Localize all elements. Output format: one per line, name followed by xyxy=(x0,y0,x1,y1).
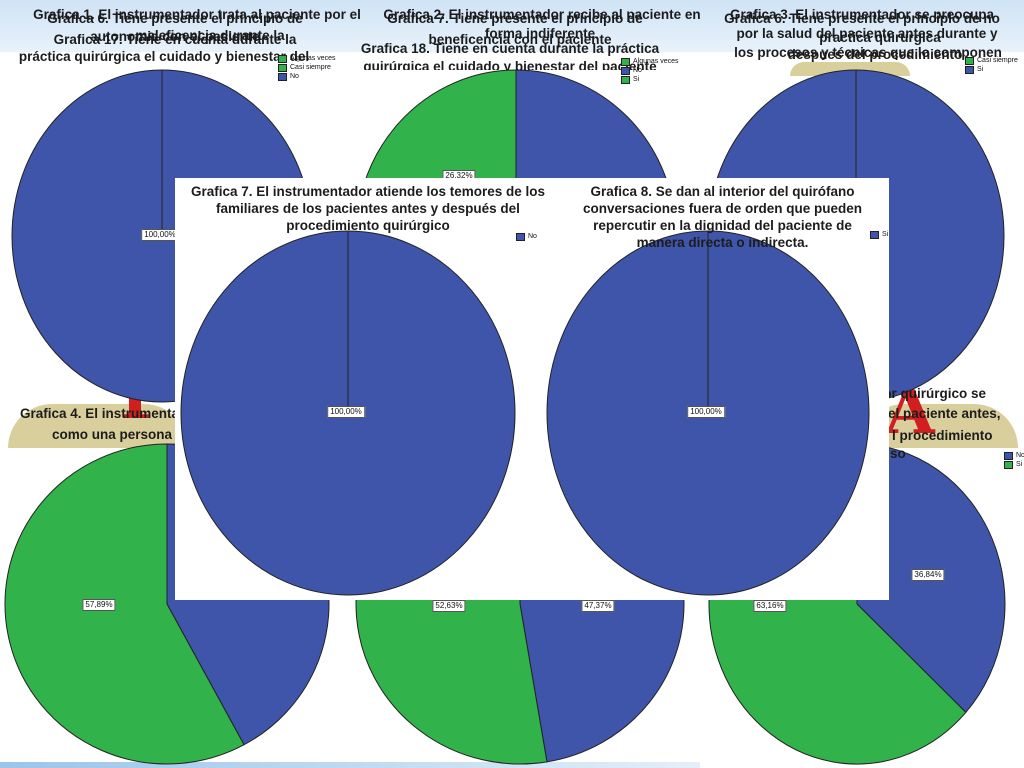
legend-item: Si xyxy=(621,75,679,84)
legend-item: Casi siempre xyxy=(278,63,336,72)
data-label-chart6-green: 63,16% xyxy=(753,600,787,612)
bg-title-frag6: practica quirurgica xyxy=(819,30,941,45)
bg-title-frag4: maleficencia durante la xyxy=(135,28,285,43)
legend-swatch xyxy=(621,66,630,75)
legend-swatch xyxy=(965,56,974,65)
data-label-chart7: 100,00% xyxy=(327,406,365,418)
legend-label: Si xyxy=(633,76,640,83)
legend-label: Si xyxy=(882,231,889,238)
bg-title-frag5: beneficencia con el paciente xyxy=(428,32,612,47)
bg-title-frag18: l procedimiento xyxy=(892,428,993,443)
chart-title-grafica7: Grafica 7. El instrumentador atiende los… xyxy=(190,184,546,233)
bg-title-frag15: como una persona xyxy=(52,427,173,442)
legend-label: Si xyxy=(1016,461,1023,468)
legend-chart-2: Algunas veces No Si xyxy=(621,57,679,84)
bg-title-frag13: quirúrgica el cuidado y bienestar del pa… xyxy=(363,59,657,70)
legend-item: Casi siempre xyxy=(965,56,1018,65)
header-band xyxy=(0,0,1024,52)
bg-title-frag12: Grafica 18. Tiene en cuenta durante la p… xyxy=(360,41,660,56)
legend-chart-7: No xyxy=(516,232,537,241)
bg-title-grafica7: Grafica 7. Tiene presente el principio d… xyxy=(387,11,643,26)
bg-title-frag8: los procesos y técnicas que lo componen xyxy=(734,45,1002,60)
legend-item: No xyxy=(516,232,537,241)
legend-chart-3: Casi siempre Si xyxy=(965,56,1018,74)
bg-title-frag1: autonomia con el paciente xyxy=(90,29,260,44)
legend-swatch xyxy=(870,230,879,239)
pie-slice-si xyxy=(4,443,245,765)
legend-swatch xyxy=(1004,460,1013,469)
footer-band xyxy=(0,762,700,768)
legend-swatch xyxy=(516,232,525,241)
legend-label: Casi siempre xyxy=(290,64,331,71)
legend-swatch xyxy=(278,72,287,81)
bg-title-frag19: so xyxy=(890,446,906,461)
legend-item: Algunas veces xyxy=(621,57,679,66)
bg-title-grafica1: Grafica 1. El instrumentador trata al pa… xyxy=(33,7,361,22)
legend-swatch xyxy=(965,65,974,74)
legend-chart-8: Si xyxy=(870,230,888,239)
legend-label: Casi siempre xyxy=(977,57,1018,64)
bg-title-frag3: por la salud del paciente antes durante … xyxy=(736,26,998,41)
data-label-chart8: 100,00% xyxy=(687,406,725,418)
legend-chart-6: No Si xyxy=(1004,451,1024,469)
legend-label: No xyxy=(528,233,537,240)
bg-title-grafica2: Grafica 2. El instrumentador recibe al p… xyxy=(383,7,701,22)
data-label-chart4: 57,89% xyxy=(82,599,116,611)
decor-band-left xyxy=(8,404,188,448)
legend-label: Algunas veces xyxy=(633,58,679,65)
legend-item: No xyxy=(278,72,336,81)
legend-item: Si xyxy=(870,230,888,239)
bg-title-grafica6-b: Grafica 6. Tiene presente el principio d… xyxy=(724,11,1000,26)
bg-title-grafica3: Grafica 3. El instrumentador se preocupa xyxy=(729,7,995,22)
legend-item: No xyxy=(1004,451,1024,460)
legend-swatch xyxy=(621,75,630,84)
bg-title-frag17: el paciente antes, xyxy=(888,406,1001,421)
legend-swatch xyxy=(278,54,287,63)
legend-swatch xyxy=(621,57,630,66)
legend-label: No xyxy=(633,67,642,74)
legend-label: No xyxy=(1016,452,1024,459)
bg-title-frag7: despues del procedimiento xyxy=(787,47,963,62)
legend-label: No xyxy=(290,73,299,80)
bg-title-frag10: Grafica 17. Tiene en cuenta durante la xyxy=(53,32,297,47)
bg-title-grafica6-a: Grafica 6. Tiene presente el principio d… xyxy=(47,11,303,26)
legend-item: Algunas veces xyxy=(278,54,336,63)
data-label-chart5-green: 52,63% xyxy=(432,600,466,612)
legend-swatch xyxy=(278,63,287,72)
legend-item: Si xyxy=(965,65,1018,74)
legend-label: Algunas veces xyxy=(290,55,336,62)
legend-swatch xyxy=(1004,451,1013,460)
legend-item: No xyxy=(621,66,679,75)
bg-title-frag16: dor quirúrgico se xyxy=(875,386,987,401)
data-label-chart6-blue: 36,84% xyxy=(911,569,945,581)
legend-label: Si xyxy=(977,66,984,73)
legend-item: Si xyxy=(1004,460,1024,469)
chart-title-grafica8: Grafica 8. Se dan al interior del quiróf… xyxy=(582,184,863,250)
bg-title-frag11: práctica quirúrgica el cuidado y bienest… xyxy=(18,49,310,64)
data-label-chart5-blue: 47,37% xyxy=(581,600,615,612)
bg-title-frag2: forma indiferente xyxy=(484,26,596,41)
legend-chart-1: Algunas veces Casi siempre No xyxy=(278,54,336,81)
